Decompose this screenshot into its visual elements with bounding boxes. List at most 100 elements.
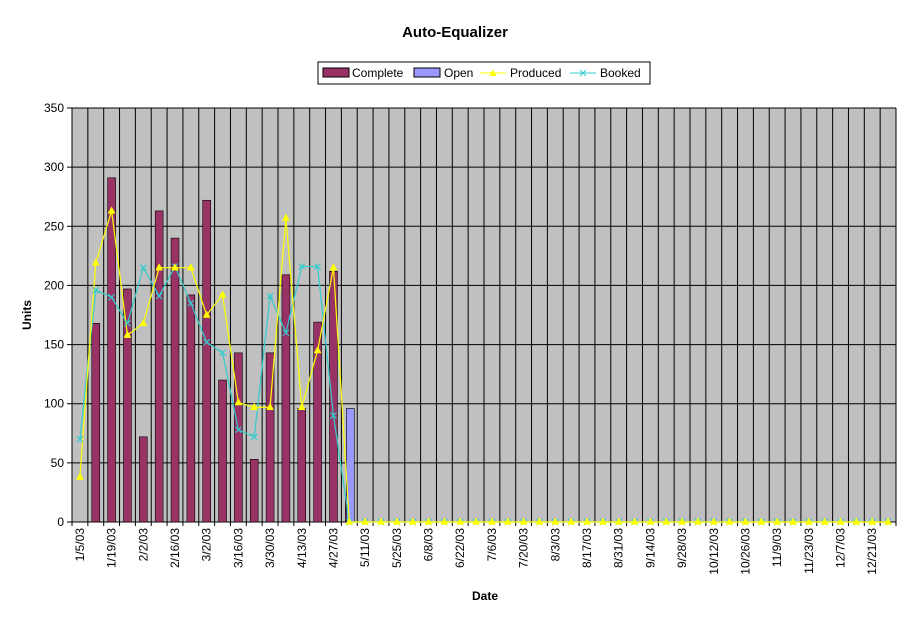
point-produced bbox=[377, 517, 385, 525]
x-tick-label: 3/16/03 bbox=[231, 528, 245, 568]
bar-complete bbox=[313, 321, 322, 523]
point-produced bbox=[630, 517, 639, 525]
point-produced bbox=[234, 398, 243, 406]
bar-complete bbox=[154, 210, 164, 523]
x-tick-label: 2/2/03 bbox=[136, 528, 150, 562]
x-tick-label: 6/22/03 bbox=[453, 528, 467, 568]
point-booked bbox=[124, 319, 131, 327]
point-produced bbox=[392, 517, 401, 525]
legend-swatch-open bbox=[413, 67, 441, 78]
x-tick-label: 10/12/03 bbox=[707, 528, 721, 575]
legend-swatch-complete bbox=[322, 67, 350, 78]
x-tick-label: 11/9/03 bbox=[770, 528, 784, 567]
point-produced bbox=[76, 472, 84, 480]
x-axis-title: Date bbox=[472, 589, 498, 603]
point-produced bbox=[361, 517, 370, 525]
chart-title: Auto-Equalizer bbox=[402, 24, 508, 41]
point-produced bbox=[709, 517, 718, 525]
point-produced bbox=[852, 517, 861, 525]
point-booked bbox=[250, 433, 258, 441]
point-produced bbox=[757, 517, 766, 525]
point-produced bbox=[773, 517, 782, 525]
point-produced bbox=[266, 402, 274, 411]
point-produced bbox=[218, 290, 227, 298]
point-produced bbox=[646, 517, 655, 525]
point-produced bbox=[535, 517, 544, 525]
bar-complete bbox=[139, 436, 148, 523]
point-produced bbox=[694, 517, 702, 525]
x-tick-label: 8/31/03 bbox=[612, 528, 626, 568]
line-produced bbox=[79, 210, 889, 523]
point-produced bbox=[741, 517, 750, 525]
point-produced bbox=[329, 263, 338, 271]
y-tick-label: 50 bbox=[51, 456, 65, 470]
y-tick-label: 300 bbox=[44, 160, 64, 174]
point-booked bbox=[234, 426, 242, 434]
point-produced bbox=[503, 517, 512, 525]
point-produced bbox=[91, 258, 100, 266]
x-tick-label: 3/2/03 bbox=[200, 528, 214, 562]
legend-label-booked: Booked bbox=[600, 66, 641, 80]
bar-complete bbox=[218, 379, 227, 523]
point-produced bbox=[567, 517, 576, 525]
y-tick-label: 200 bbox=[44, 278, 64, 292]
point-produced bbox=[868, 517, 877, 525]
point-produced bbox=[139, 318, 148, 327]
point-produced bbox=[678, 517, 686, 525]
point-booked bbox=[298, 263, 306, 270]
bar-complete bbox=[249, 459, 259, 523]
legend-label-open: Open bbox=[444, 66, 473, 80]
point-produced bbox=[519, 517, 528, 525]
point-produced bbox=[804, 517, 813, 525]
x-tick-label: 4/27/03 bbox=[326, 528, 340, 568]
x-tick-label: 12/21/03 bbox=[865, 528, 879, 575]
point-produced bbox=[614, 517, 623, 525]
bar-complete bbox=[107, 177, 116, 523]
x-tick-label: 7/20/03 bbox=[517, 528, 531, 568]
x-tick-label: 1/5/03 bbox=[73, 528, 87, 562]
x-tick-label: 3/30/03 bbox=[263, 528, 277, 568]
x-tick-label: 9/14/03 bbox=[643, 528, 657, 568]
legend-label-produced: Produced bbox=[510, 66, 561, 80]
point-booked bbox=[282, 329, 290, 337]
x-tick-label: 12/7/03 bbox=[834, 528, 848, 568]
legend: Complete Open Produced Booked bbox=[317, 61, 651, 85]
bar-complete bbox=[186, 294, 196, 523]
x-tick-label: 7/6/03 bbox=[485, 528, 499, 562]
point-produced bbox=[202, 310, 211, 318]
point-produced bbox=[820, 517, 829, 525]
point-produced bbox=[123, 330, 132, 338]
legend-label-complete: Complete bbox=[352, 66, 404, 80]
point-produced bbox=[456, 517, 465, 525]
x-tick-label: 5/11/03 bbox=[358, 528, 372, 567]
y-tick-label: 350 bbox=[44, 101, 64, 115]
point-booked bbox=[108, 293, 116, 301]
x-tick-label: 9/28/03 bbox=[675, 528, 689, 568]
point-produced bbox=[662, 517, 671, 525]
point-produced bbox=[440, 517, 449, 525]
bar-open bbox=[346, 408, 355, 523]
point-booked bbox=[266, 292, 274, 300]
legend-marker-booked bbox=[579, 69, 587, 77]
point-produced bbox=[282, 213, 290, 221]
bar-complete bbox=[91, 322, 101, 523]
point-booked bbox=[155, 292, 163, 300]
x-tick-label: 4/13/03 bbox=[295, 528, 309, 568]
point-produced bbox=[583, 517, 591, 525]
point-booked bbox=[76, 435, 84, 443]
x-tick-label: 6/8/03 bbox=[422, 528, 436, 562]
bar-complete bbox=[265, 352, 275, 523]
point-produced bbox=[424, 517, 433, 525]
point-produced bbox=[884, 517, 892, 525]
point-booked bbox=[219, 349, 226, 357]
x-tick-label: 2/16/03 bbox=[168, 528, 182, 568]
point-produced bbox=[725, 517, 734, 525]
point-produced bbox=[107, 206, 116, 214]
point-produced bbox=[789, 517, 797, 525]
point-booked bbox=[314, 263, 322, 270]
point-produced bbox=[250, 402, 259, 411]
point-booked bbox=[203, 338, 211, 346]
point-produced bbox=[345, 517, 354, 525]
point-booked bbox=[187, 299, 195, 307]
